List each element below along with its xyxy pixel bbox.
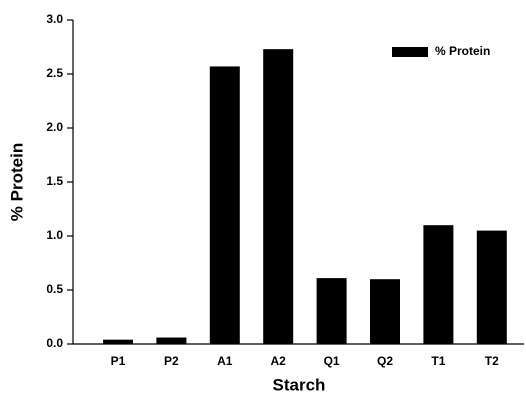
y-tick-label: 1.0 xyxy=(46,228,63,242)
x-axis-title: Starch xyxy=(273,375,326,394)
x-tick-label: A1 xyxy=(217,354,233,368)
x-tick-label: T1 xyxy=(431,354,445,368)
legend-swatch xyxy=(392,47,428,57)
y-axis-title: % Protein xyxy=(7,143,26,221)
bar xyxy=(370,279,400,344)
y-tick-label: 0.5 xyxy=(46,282,63,296)
y-tick-label: 2.5 xyxy=(46,66,63,80)
x-tick-label: Q2 xyxy=(377,354,393,368)
bar xyxy=(316,278,347,344)
y-tick-label: 0.0 xyxy=(46,336,63,350)
x-tick-label: P2 xyxy=(164,354,179,368)
x-tick-label: Q1 xyxy=(324,354,340,368)
x-tick-label: T2 xyxy=(485,354,499,368)
bar xyxy=(103,339,133,344)
legend-label: % Protein xyxy=(435,44,490,58)
bar xyxy=(423,225,454,344)
bar xyxy=(263,49,294,344)
x-tick-label: A2 xyxy=(271,354,287,368)
x-tick-label: P1 xyxy=(111,354,126,368)
y-tick-label: 2.0 xyxy=(46,120,63,134)
bar xyxy=(476,230,507,344)
y-tick-label: 1.5 xyxy=(46,174,63,188)
y-tick-label: 3.0 xyxy=(46,12,63,26)
bar xyxy=(156,337,187,344)
bar xyxy=(209,66,240,344)
